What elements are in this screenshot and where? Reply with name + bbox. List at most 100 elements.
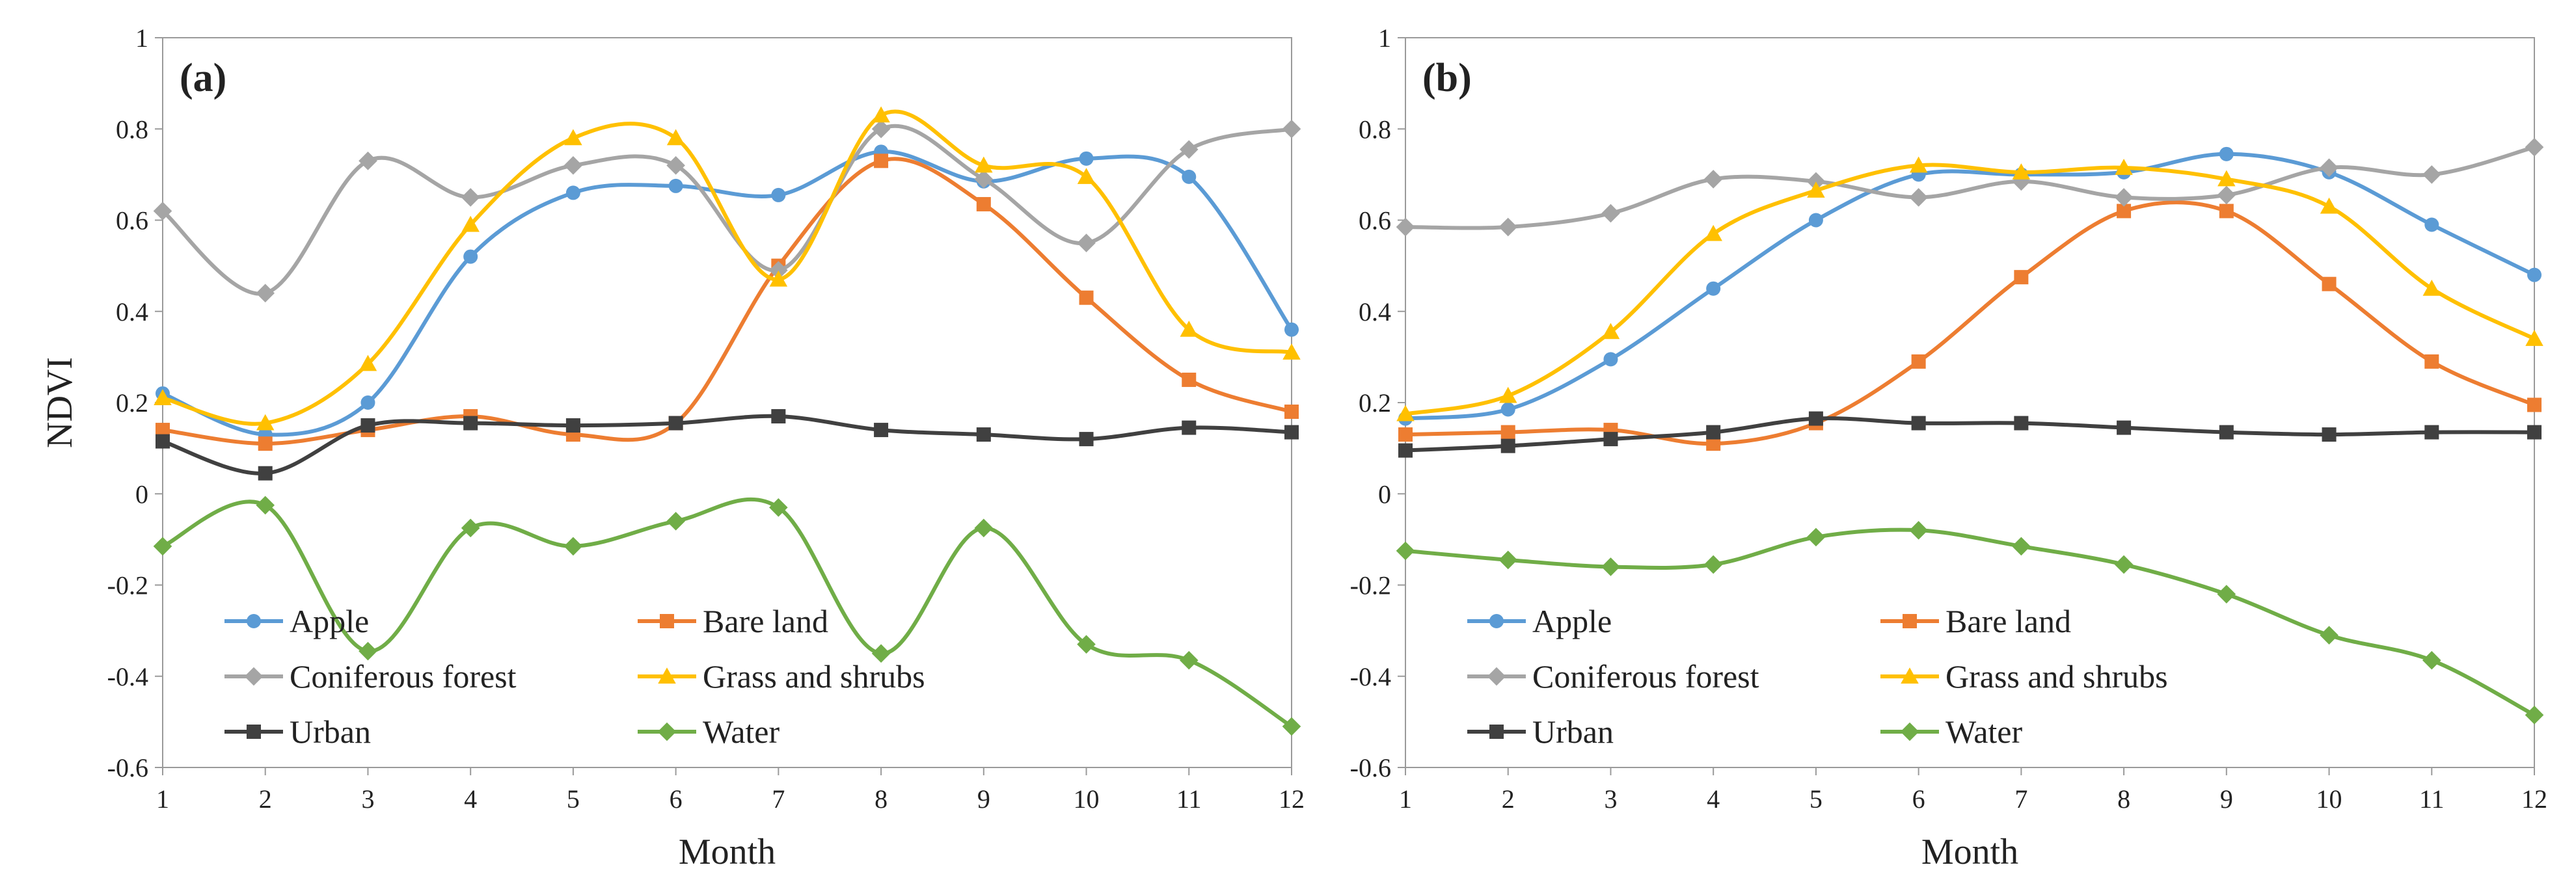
data-point-water [461, 518, 480, 538]
data-point-coniferous-forest [1179, 140, 1199, 159]
series-bare-land [156, 153, 1299, 451]
data-point-grass-and-shrubs [1704, 224, 1722, 241]
legend-marker-grass-and-shrubs [1901, 667, 1919, 684]
y-tick-label: 1 [135, 23, 148, 53]
data-point-grass-and-shrubs [2422, 279, 2441, 296]
data-point-coniferous-forest [666, 156, 685, 175]
data-point-water [1282, 717, 1301, 736]
legend-label-coniferous-forest: Coniferous forest [1532, 658, 1759, 695]
data-point-water [871, 644, 891, 663]
y-tick-label: 0.8 [1359, 114, 1391, 144]
series-line-apple [1403, 152, 2536, 421]
legend-marker-apple [1489, 614, 1504, 628]
data-point-grass-and-shrubs [1396, 405, 1415, 421]
data-point-grass-and-shrubs [461, 215, 480, 232]
data-point-urban [463, 416, 478, 431]
data-point-apple [565, 185, 580, 200]
data-point-apple [360, 395, 375, 410]
legend-label-water: Water [1946, 713, 2022, 750]
series-coniferous-forest [153, 119, 1301, 302]
y-tick-label: 0 [1378, 479, 1391, 509]
legend-marker-water [657, 722, 677, 741]
y-tick-label: 0.6 [1359, 206, 1391, 235]
x-tick-label: 7 [772, 784, 785, 814]
data-point-water [153, 537, 172, 556]
data-point-bare-land [2219, 204, 2234, 219]
series-grass-and-shrubs [1396, 156, 2543, 421]
data-point-urban [1500, 438, 1515, 453]
legend-marker-coniferous-forest [1487, 667, 1506, 686]
x-tick-label: 6 [670, 784, 683, 814]
data-point-coniferous-forest [2114, 188, 2134, 207]
data-point-coniferous-forest [974, 170, 994, 189]
legend-marker-urban [247, 725, 261, 739]
x-tick-label: 2 [259, 784, 272, 814]
legend-marker-urban [1489, 725, 1504, 739]
data-point-urban [976, 427, 991, 442]
legend-marker-bare-land [1903, 614, 1917, 628]
data-point-water [1909, 521, 1928, 540]
legend-label-apple: Apple [290, 603, 369, 639]
data-point-bare-land [1911, 354, 1926, 369]
data-point-bare-land [2117, 204, 2132, 219]
data-point-bare-land [156, 423, 170, 438]
series-line-coniferous-forest [1403, 145, 2536, 230]
data-point-bare-land [1284, 405, 1299, 420]
data-point-grass-and-shrubs [666, 129, 685, 146]
data-point-apple [1808, 213, 1823, 228]
legend: Apple Bare land Coniferous forest Grass and… [224, 603, 925, 750]
data-point-grass-and-shrubs [2320, 197, 2339, 214]
data-point-water [2422, 650, 2441, 670]
series-line-water [1403, 527, 2536, 717]
data-point-urban [2527, 425, 2542, 440]
data-point-grass-and-shrubs [2012, 163, 2031, 180]
x-tick-label: 12 [2521, 784, 2547, 814]
data-point-coniferous-forest [563, 156, 583, 175]
panel-label: (a) [180, 56, 226, 100]
data-point-urban [1603, 432, 1618, 447]
data-point-urban [2117, 420, 2132, 435]
data-point-coniferous-forest [1396, 217, 1415, 237]
series-coniferous-forest [1396, 138, 2544, 237]
data-point-coniferous-forest [256, 284, 275, 302]
x-tick-label: 2 [1502, 784, 1515, 814]
x-tick-label: 10 [2316, 784, 2342, 814]
data-point-coniferous-forest [1703, 170, 1723, 189]
data-point-urban [2219, 425, 2234, 440]
data-point-water [769, 498, 788, 517]
data-point-bare-land [976, 196, 991, 211]
data-point-bare-land [2322, 276, 2337, 291]
series-line-bare-land [1403, 200, 2536, 446]
data-point-coniferous-forest [1498, 217, 1518, 237]
series-grass-and-shrubs [154, 106, 1301, 431]
data-point-apple [1500, 402, 1515, 417]
data-point-urban [1911, 416, 1926, 431]
legend: Apple Bare land Coniferous forest Grass and… [1467, 603, 2168, 750]
y-tick-label: 0.6 [116, 206, 148, 235]
series-bare-land [1398, 200, 2542, 451]
data-point-bare-land [1079, 290, 1094, 305]
y-tick-label: -0.4 [1350, 662, 1391, 691]
data-point-grass-and-shrubs [2115, 159, 2133, 175]
data-point-coniferous-forest [1282, 119, 1301, 139]
legend-label-urban: Urban [1532, 713, 1614, 750]
x-tick-label: 11 [2419, 784, 2445, 814]
y-tick-label: 0.4 [1359, 297, 1391, 327]
x-tick-label: 9 [2220, 784, 2233, 814]
y-tick-label: -0.6 [107, 753, 148, 782]
data-point-urban [1808, 411, 1823, 426]
y-tick-label: 1 [1378, 23, 1391, 53]
x-tick-label: 11 [1176, 784, 1202, 814]
legend-label-apple: Apple [1532, 603, 1612, 639]
y-tick-label: -0.6 [1350, 753, 1391, 782]
data-point-water [1077, 635, 1096, 654]
y-tick-label: 0.8 [116, 114, 148, 144]
x-tick-label: 8 [2117, 784, 2130, 814]
data-point-coniferous-forest [2217, 185, 2236, 205]
data-point-grass-and-shrubs [1077, 168, 1096, 184]
data-point-grass-and-shrubs [154, 389, 172, 405]
y-tick-label: 0.2 [116, 388, 148, 418]
data-point-urban [360, 418, 375, 433]
data-point-bare-land [874, 153, 889, 168]
